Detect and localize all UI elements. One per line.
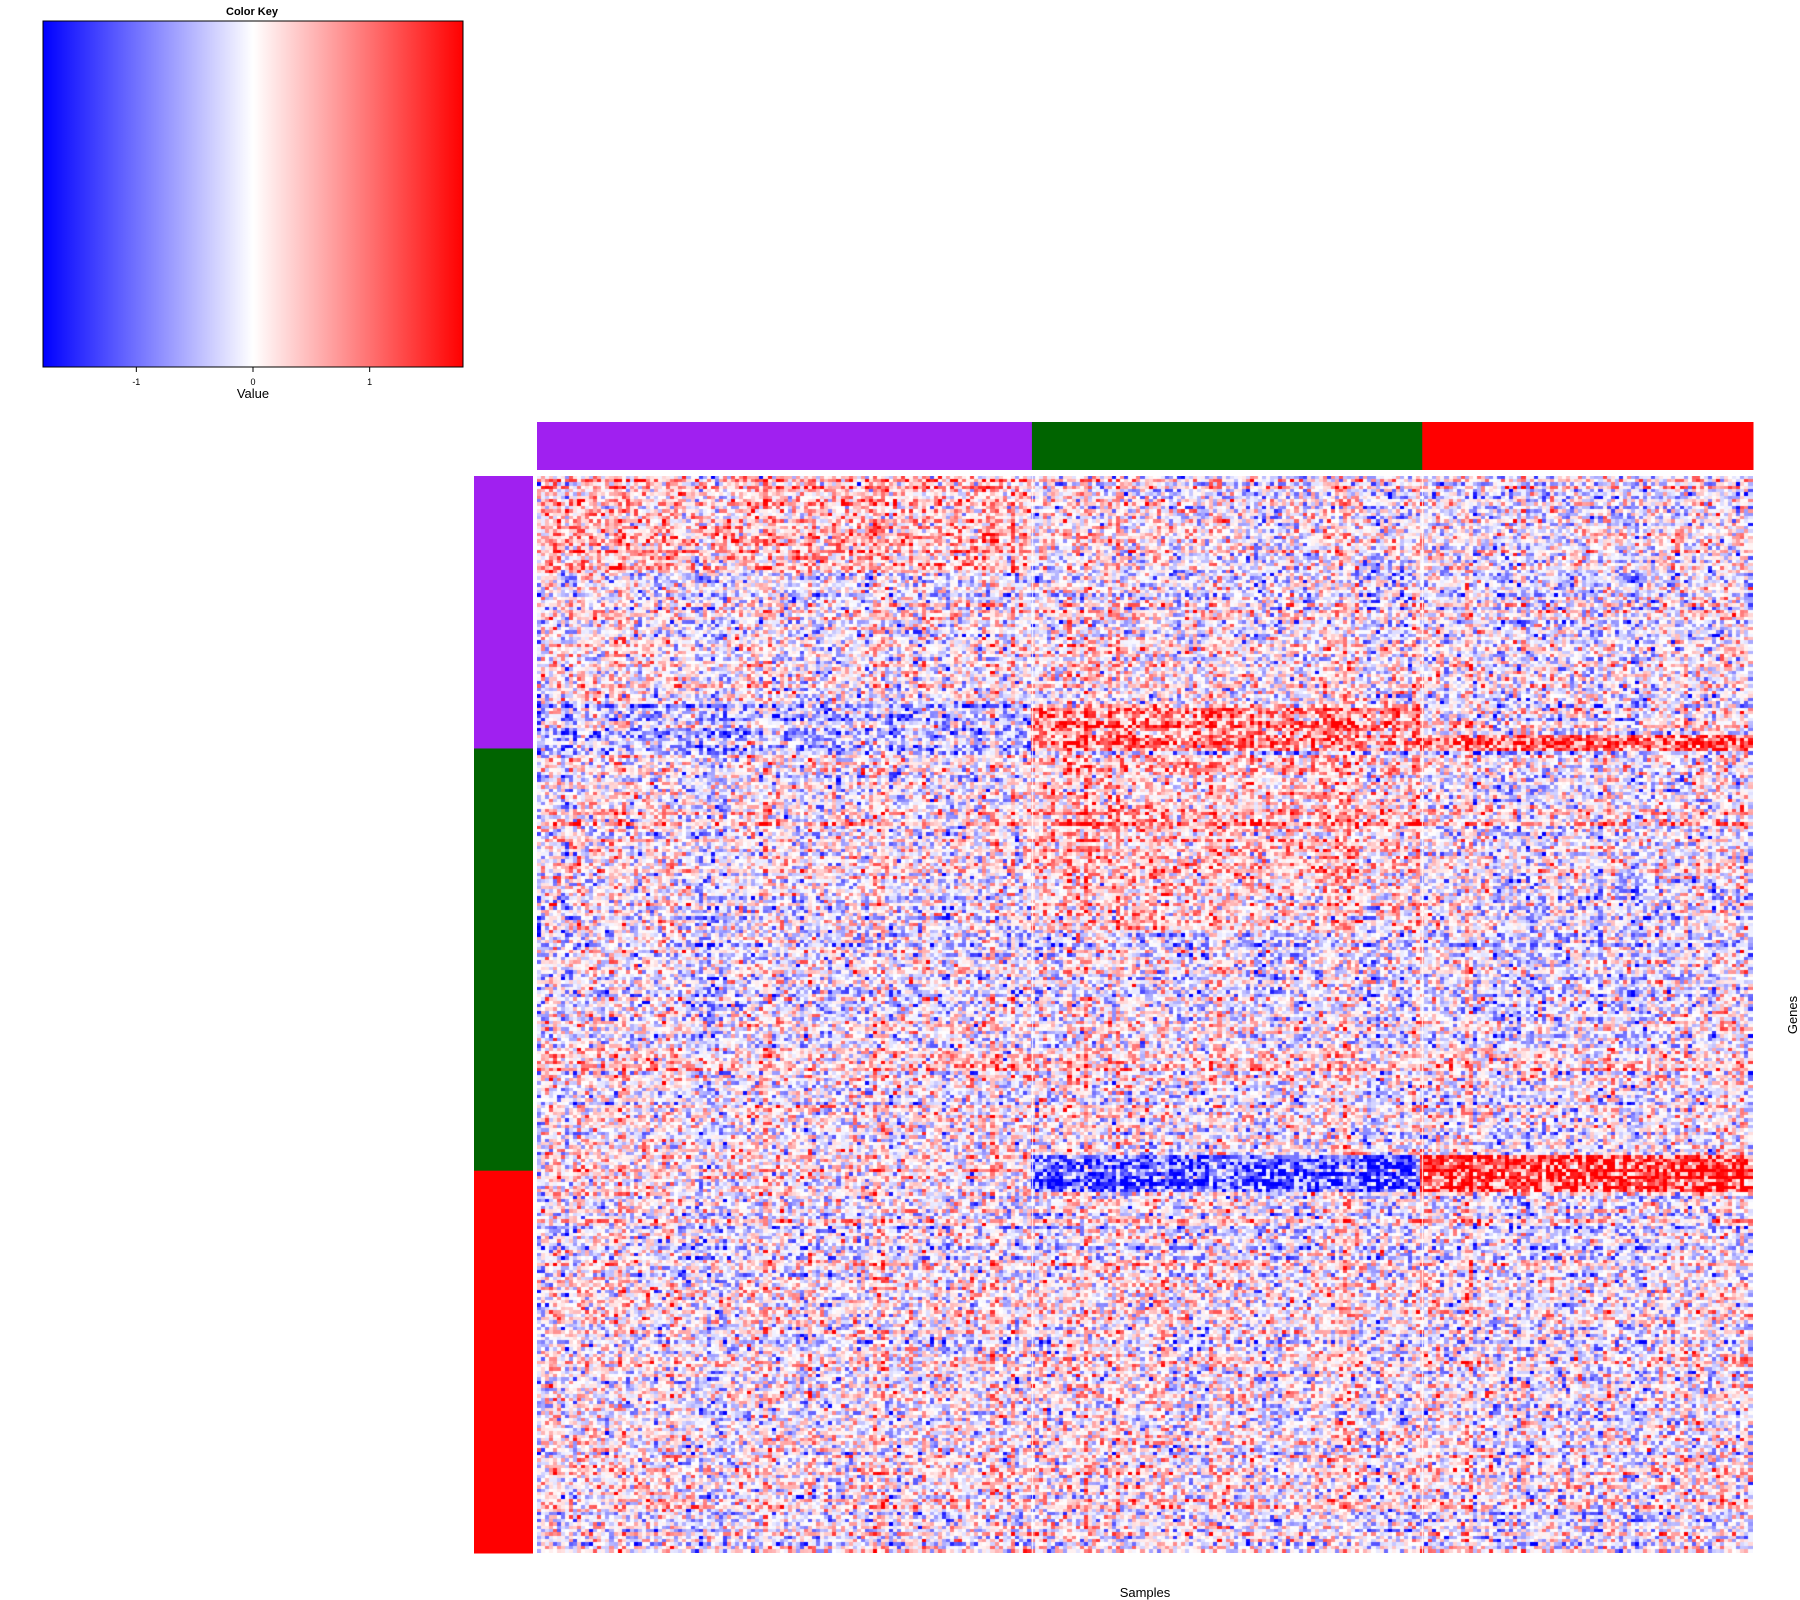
color-key-axis: -1 0 1	[132, 366, 372, 387]
heatmap-body	[537, 476, 1753, 1553]
column-group-3	[1422, 422, 1754, 470]
x-axis-label: Samples	[1120, 1585, 1171, 1600]
heatmap-cells	[537, 476, 1753, 1553]
column-group-1	[537, 422, 1033, 470]
color-key-title: Color Key	[226, 6, 279, 18]
y-axis-label: Genes	[1785, 995, 1800, 1034]
color-key-xlabel: Value	[237, 386, 269, 401]
row-group-1	[474, 476, 533, 749]
row-group-2	[474, 748, 533, 1172]
row-group-3	[474, 1170, 533, 1554]
color-key-gradient	[42, 20, 464, 368]
color-key-tick-label: 0	[250, 377, 255, 387]
column-group-colorbar	[537, 422, 1754, 470]
color-key-tick-label: 1	[367, 377, 372, 387]
color-key: Color Key -1 0 1 Value	[42, 6, 464, 401]
row-group-colorbar	[474, 476, 533, 1554]
column-group-2	[1031, 422, 1423, 470]
color-key-tick-label: -1	[132, 377, 140, 387]
